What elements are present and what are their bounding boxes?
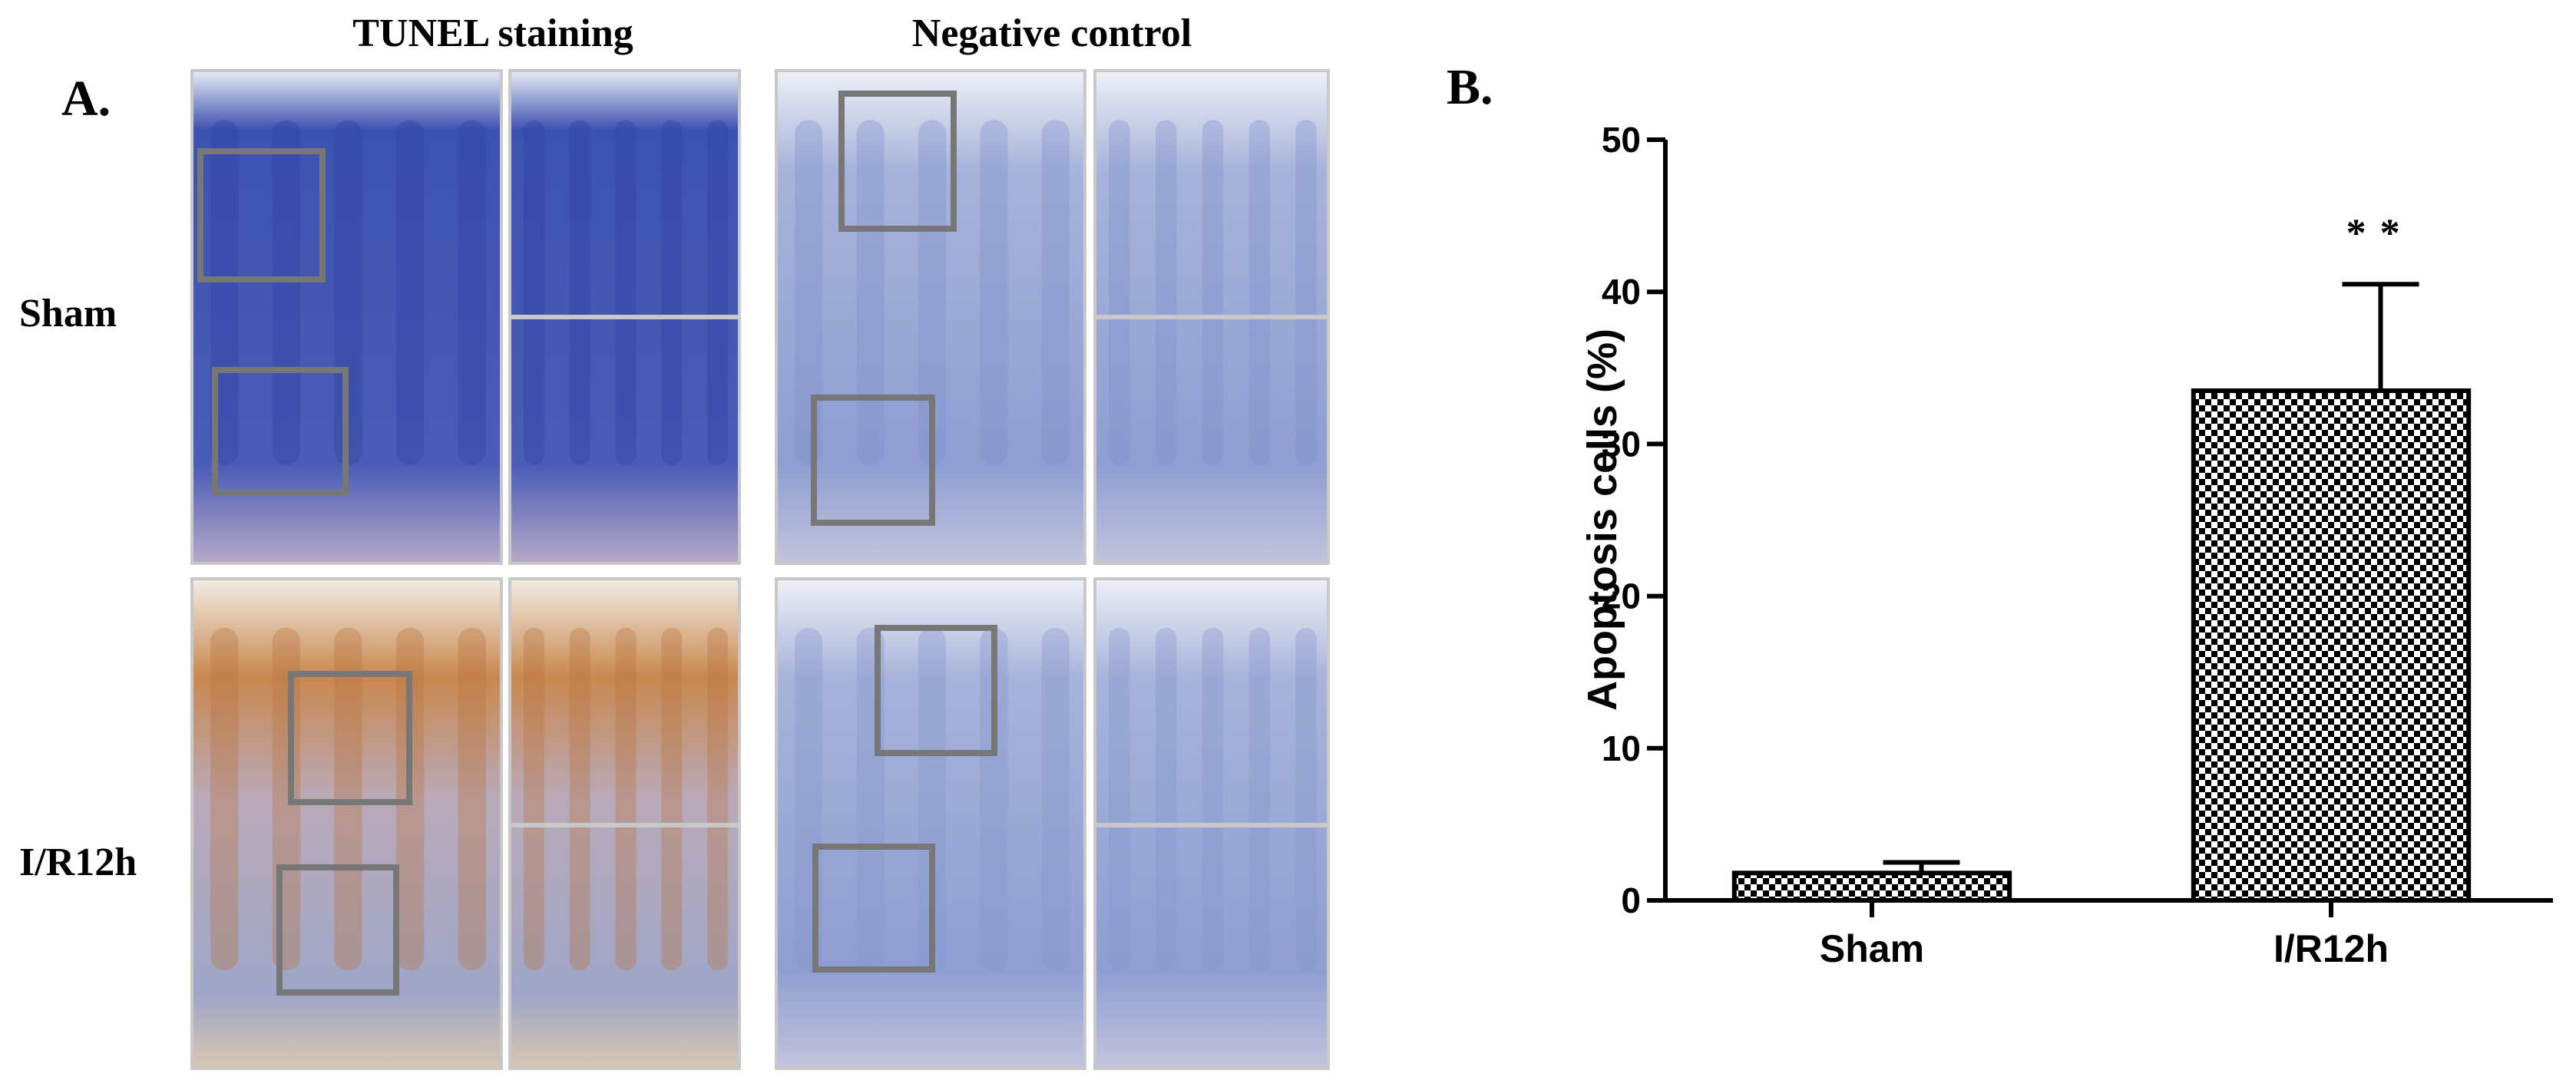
y-tick-label: 50 — [1602, 120, 1641, 160]
villus — [210, 627, 239, 971]
inset-box — [811, 395, 935, 526]
villus — [1248, 627, 1270, 971]
bar — [1731, 870, 2012, 903]
inset-box — [875, 625, 997, 756]
villus — [795, 120, 823, 465]
villus — [980, 120, 1008, 465]
villus — [1248, 120, 1270, 465]
villus — [523, 120, 544, 465]
micrographs — [190, 69, 1330, 1070]
villus — [458, 627, 486, 971]
villus — [856, 120, 885, 465]
villus — [1041, 627, 1070, 971]
y-tick-label: 0 — [1621, 880, 1641, 920]
y-tick-label: 30 — [1602, 424, 1641, 464]
villus — [1156, 120, 1177, 465]
villus — [707, 627, 729, 971]
row-label: I/R12h — [19, 841, 137, 884]
villus — [661, 627, 683, 971]
villus — [1156, 627, 1177, 971]
inset-box — [812, 844, 935, 973]
micrograph — [190, 577, 503, 1070]
villus — [1109, 627, 1130, 971]
y-tick-label: 40 — [1602, 272, 1641, 312]
bar — [2191, 388, 2472, 903]
x-tick-label: I/R12h — [2273, 927, 2389, 970]
y-tick-label: 10 — [1602, 728, 1641, 768]
villus — [1041, 120, 1070, 465]
villus — [661, 120, 683, 465]
inset-box — [197, 148, 326, 282]
y-tick-label: 20 — [1602, 576, 1641, 616]
micrograph — [775, 577, 1086, 1070]
column-title: Negative control — [912, 12, 1192, 55]
villus — [707, 120, 729, 465]
villus — [334, 120, 362, 465]
villus — [615, 627, 637, 971]
villus — [1295, 120, 1317, 465]
inset-box — [276, 864, 399, 996]
villus — [569, 627, 590, 971]
villus — [523, 627, 544, 971]
villus — [918, 120, 947, 465]
panel-label: B. — [1447, 59, 1493, 115]
villus — [272, 120, 301, 465]
y-axis-label: Apoptosis cells (%) — [1579, 329, 1625, 711]
x-tick-label: Sham — [1820, 927, 1924, 970]
significance-annotation: ** — [2346, 211, 2414, 255]
villus — [569, 120, 590, 465]
inset-box — [212, 367, 349, 496]
panel-label: A. — [61, 71, 111, 127]
row-label: Sham — [19, 292, 117, 335]
villus — [458, 120, 486, 465]
villus — [395, 120, 425, 465]
villus — [615, 120, 637, 465]
villus — [1202, 627, 1224, 971]
villus — [1202, 120, 1224, 465]
inset-box — [288, 671, 412, 805]
villus — [980, 627, 1008, 971]
villus — [1295, 627, 1317, 971]
column-title: TUNEL staining — [352, 12, 633, 55]
villus — [1109, 120, 1130, 465]
inset-box — [838, 91, 957, 232]
villus — [918, 627, 947, 971]
